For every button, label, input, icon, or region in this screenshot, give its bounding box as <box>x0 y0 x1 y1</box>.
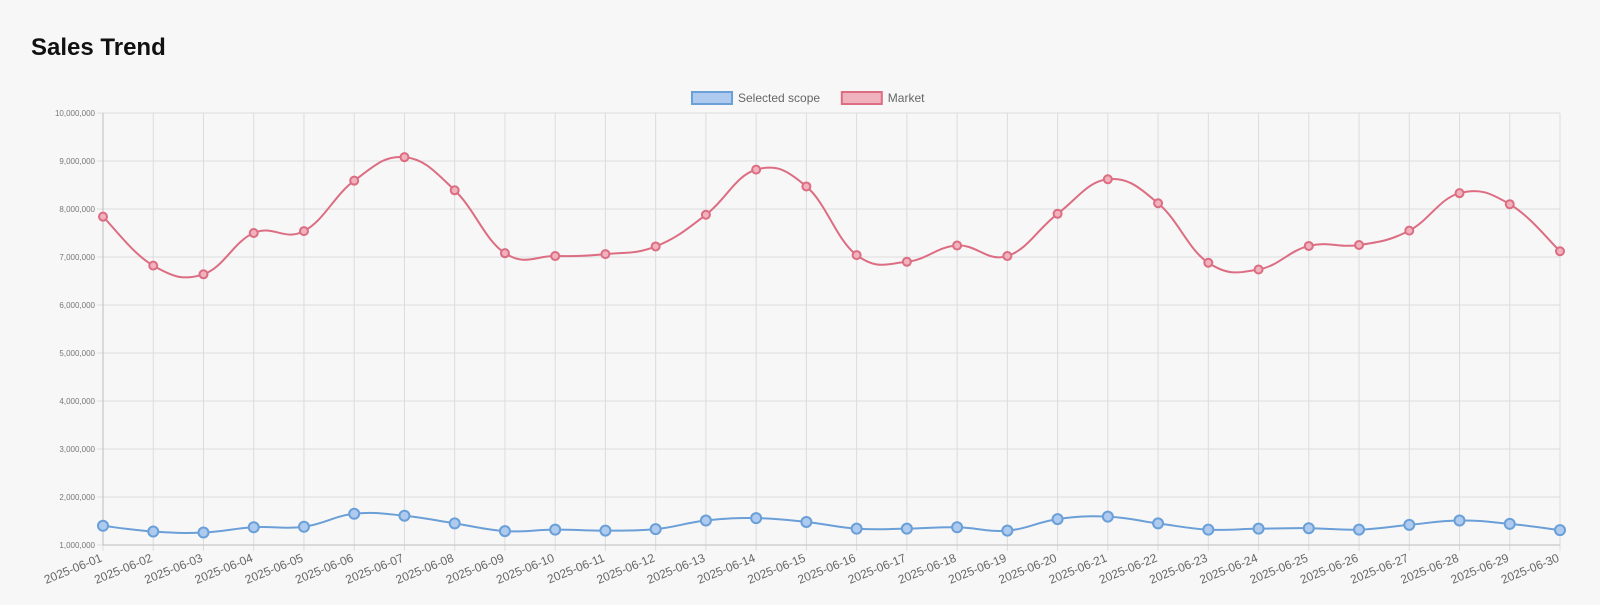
y-tick-label: 7,000,000 <box>59 253 95 262</box>
data-point-market[interactable] <box>1555 246 1565 257</box>
data-point-selected-scope[interactable] <box>599 524 612 537</box>
data-point-selected-scope[interactable] <box>1202 523 1215 536</box>
data-point-selected-scope[interactable] <box>549 523 562 536</box>
x-tick-label: 2025-06-10 <box>494 551 556 587</box>
data-point-market[interactable] <box>1454 188 1465 199</box>
data-point-selected-scope[interactable] <box>1001 524 1014 537</box>
page-title: Sales Trend <box>31 34 166 61</box>
y-tick-label: 3,000,000 <box>59 445 95 454</box>
data-point-selected-scope[interactable] <box>900 522 913 535</box>
series-line-market <box>102 156 1561 279</box>
y-tick-label: 10,000,000 <box>55 109 96 118</box>
data-point-market[interactable] <box>901 256 912 267</box>
y-tick-label: 8,000,000 <box>59 205 95 214</box>
y-tick-label: 1,000,000 <box>59 541 95 550</box>
grid-layer <box>97 112 1561 551</box>
y-tick-label: 6,000,000 <box>59 301 95 310</box>
data-point-selected-scope[interactable] <box>1302 522 1315 535</box>
legend[interactable]: Selected scope Market <box>691 91 925 105</box>
data-point-market[interactable] <box>1102 174 1113 185</box>
data-point-market[interactable] <box>1404 225 1415 236</box>
data-point-market[interactable] <box>349 175 360 186</box>
legend-label-selected-scope: Selected scope <box>738 91 820 105</box>
data-point-selected-scope[interactable] <box>97 519 109 532</box>
data-point-market[interactable] <box>801 181 812 192</box>
x-tick-label: 2025-06-30 <box>1499 551 1561 587</box>
data-point-selected-scope[interactable] <box>1503 517 1516 530</box>
data-point-market[interactable] <box>1504 199 1515 210</box>
data-point-selected-scope[interactable] <box>1252 522 1265 535</box>
legend-swatch-market <box>840 91 883 105</box>
data-point-market[interactable] <box>1052 208 1063 219</box>
data-point-market[interactable] <box>751 164 762 175</box>
data-point-market[interactable] <box>198 269 209 280</box>
data-point-selected-scope[interactable] <box>448 517 461 530</box>
data-point-market[interactable] <box>1153 198 1164 209</box>
legend-swatch-selected-scope <box>691 91 733 105</box>
data-point-selected-scope[interactable] <box>398 509 411 522</box>
data-point-market[interactable] <box>851 250 862 261</box>
data-point-market[interactable] <box>600 249 611 260</box>
data-point-market[interactable] <box>1002 251 1013 262</box>
legend-item-selected-scope[interactable]: Selected scope <box>691 91 820 105</box>
data-point-selected-scope[interactable] <box>247 521 260 534</box>
data-point-selected-scope[interactable] <box>800 515 813 528</box>
data-point-selected-scope[interactable] <box>1101 510 1114 523</box>
data-point-selected-scope[interactable] <box>1152 517 1165 530</box>
data-point-selected-scope[interactable] <box>699 514 712 527</box>
legend-label-market: Market <box>888 91 925 105</box>
data-point-market[interactable] <box>248 228 259 238</box>
series-selected-scope <box>97 507 1566 539</box>
data-point-selected-scope[interactable] <box>147 525 160 538</box>
data-point-selected-scope[interactable] <box>1403 518 1416 531</box>
data-point-selected-scope[interactable] <box>1554 524 1566 537</box>
data-point-market[interactable] <box>550 251 561 262</box>
data-point-market[interactable] <box>499 248 510 259</box>
data-point-selected-scope[interactable] <box>1453 514 1466 527</box>
data-point-selected-scope[interactable] <box>197 526 210 539</box>
data-point-market[interactable] <box>1303 240 1314 251</box>
data-point-selected-scope[interactable] <box>1353 523 1366 536</box>
data-point-market[interactable] <box>650 241 661 252</box>
data-point-market[interactable] <box>700 209 711 220</box>
series-market <box>98 152 1565 280</box>
data-point-market[interactable] <box>98 211 108 222</box>
data-point-selected-scope[interactable] <box>1051 513 1064 526</box>
axis-layer: 1,000,000 2,000,000 3,000,000 4,000,000 5,00… <box>42 109 1561 587</box>
data-point-selected-scope[interactable] <box>649 523 662 536</box>
series-line-selected-scope <box>102 511 1561 534</box>
data-point-selected-scope[interactable] <box>750 512 763 525</box>
data-point-selected-scope[interactable] <box>348 507 361 520</box>
y-tick-label: 4,000,000 <box>59 397 95 406</box>
data-point-selected-scope[interactable] <box>951 521 964 534</box>
data-point-market[interactable] <box>1253 264 1264 275</box>
data-point-market[interactable] <box>148 260 159 271</box>
y-tick-label: 9,000,000 <box>59 157 95 166</box>
data-point-market[interactable] <box>1354 240 1365 250</box>
data-point-market[interactable] <box>298 226 309 237</box>
data-point-selected-scope[interactable] <box>850 522 863 535</box>
data-point-market[interactable] <box>1203 257 1214 268</box>
data-point-selected-scope[interactable] <box>297 520 310 533</box>
y-tick-label: 5,000,000 <box>59 349 95 358</box>
legend-item-market[interactable]: Market <box>840 91 925 105</box>
data-point-market[interactable] <box>952 240 963 251</box>
data-point-market[interactable] <box>449 185 460 196</box>
data-point-market[interactable] <box>399 152 410 163</box>
series-layer <box>97 152 1566 539</box>
y-tick-label: 2,000,000 <box>59 493 95 502</box>
data-point-selected-scope[interactable] <box>498 525 511 538</box>
